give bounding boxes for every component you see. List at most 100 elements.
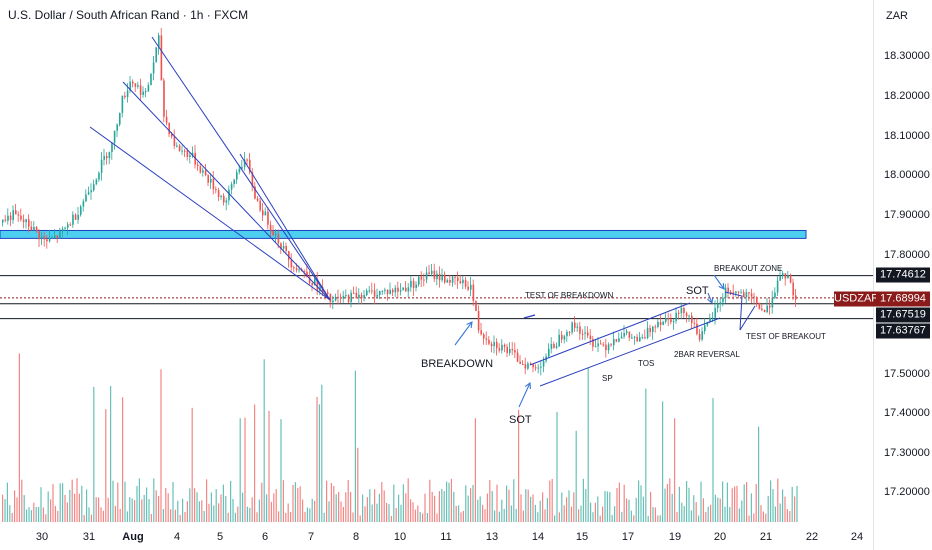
candle-body — [48, 238, 51, 242]
candle-body — [610, 344, 612, 346]
candle-body — [477, 310, 480, 331]
volume-bar — [237, 506, 239, 522]
volume-bar — [630, 510, 632, 522]
candle-body — [475, 301, 477, 311]
volume-bar — [148, 499, 150, 522]
date-tick: 13 — [485, 531, 499, 543]
candle-body — [628, 331, 631, 338]
candle-body — [139, 85, 142, 95]
volume-bar — [321, 384, 323, 522]
volume-bar — [683, 506, 685, 522]
candle-body — [555, 346, 558, 348]
candle-body — [615, 339, 618, 342]
date-tick: 24 — [850, 531, 864, 543]
candle-body — [61, 228, 64, 232]
volume-bar — [532, 494, 534, 522]
volume-bar — [693, 495, 695, 522]
candle-body — [483, 334, 485, 339]
volume-bar — [386, 503, 388, 522]
date-tick: 31 — [82, 531, 96, 543]
candle-body — [345, 295, 347, 297]
volume-bar — [640, 485, 642, 522]
candle-body — [22, 219, 25, 223]
volume-bar — [712, 398, 714, 522]
volume-bar — [424, 493, 426, 522]
volume-bar — [352, 512, 354, 522]
sot-low-annotation: SOT — [509, 414, 532, 426]
volume-bar — [158, 495, 160, 522]
candle-body — [795, 295, 797, 300]
candle-body — [210, 178, 212, 183]
volume-bar — [9, 505, 11, 522]
candle-body — [444, 274, 446, 283]
volume-bar — [664, 488, 666, 522]
candle-body — [639, 337, 641, 342]
candle-body — [467, 286, 469, 290]
volume-bar — [110, 385, 112, 522]
volume-bar — [215, 489, 217, 522]
volume-bar — [585, 489, 587, 522]
candle-body — [761, 308, 763, 310]
volume-bar — [494, 510, 496, 522]
candle-body — [332, 300, 334, 303]
volume-bar — [206, 479, 208, 522]
volume-bar — [98, 497, 100, 522]
volume-bar — [599, 515, 601, 522]
volume-bar — [246, 506, 248, 522]
volume-bar — [561, 492, 563, 522]
volume-bar — [273, 493, 275, 522]
breakout-zone-annotation: BREAKOUT ZONE — [714, 264, 783, 273]
candle-body — [152, 62, 155, 74]
candle-body — [158, 35, 160, 48]
candle-body — [571, 322, 573, 333]
candle-body — [93, 184, 95, 191]
volume-bar — [724, 506, 726, 522]
candle-body — [262, 210, 264, 216]
volume-bar — [652, 507, 654, 522]
candle-body — [355, 292, 358, 299]
volume-bar — [489, 480, 491, 522]
volume-bar — [616, 488, 618, 522]
volume-bar — [398, 494, 400, 522]
volume-bar — [16, 497, 18, 522]
candle-body — [719, 302, 722, 305]
volume-bar — [117, 482, 119, 522]
candle-body — [238, 168, 241, 173]
volume-bar — [141, 499, 143, 522]
volume-bar — [525, 489, 527, 522]
volume-bar — [642, 496, 644, 522]
candle-body — [4, 219, 7, 221]
date-tick: 5 — [216, 531, 224, 543]
date-tick: 11 — [440, 531, 452, 543]
candle-body — [129, 81, 131, 91]
candle-body — [433, 270, 436, 280]
candle-body — [51, 237, 53, 239]
candle-body — [329, 293, 332, 303]
volume-bar — [746, 482, 748, 522]
candle-body — [384, 289, 386, 291]
volume-bar — [227, 512, 229, 522]
volume-bar — [69, 489, 71, 522]
candle-body — [584, 332, 586, 334]
volume-bar — [438, 491, 440, 522]
candle-body — [542, 360, 545, 367]
currency-label[interactable]: ZAR — [886, 10, 908, 22]
candle-body — [464, 279, 467, 287]
candle-body — [737, 291, 740, 293]
candle-body — [189, 155, 191, 157]
volume-bar — [95, 497, 97, 522]
candle-body — [509, 348, 511, 354]
volume-bar — [239, 418, 241, 522]
volume-bar — [184, 512, 186, 522]
volume-bar — [659, 515, 661, 522]
volume-bar — [18, 353, 20, 522]
volume-bar — [203, 510, 205, 522]
candle-body — [678, 312, 680, 314]
candle-body — [220, 195, 222, 197]
volume-bar — [729, 506, 731, 522]
candle-body — [789, 275, 792, 283]
candle-body — [485, 338, 488, 340]
volume-bar — [650, 491, 652, 522]
volume-bar — [251, 497, 253, 522]
